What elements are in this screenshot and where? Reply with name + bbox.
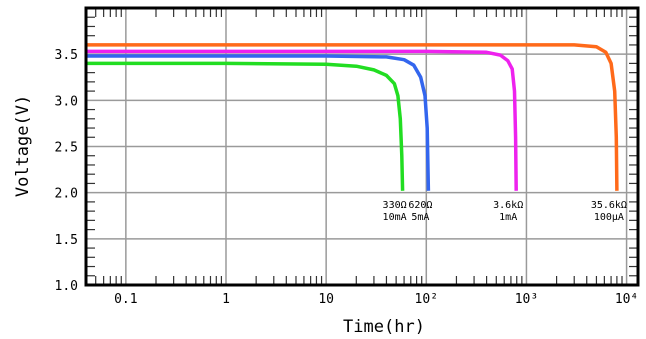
x-tick-label: 10³ [515,292,538,307]
y-tick-label: 1.0 [55,279,78,294]
series-line [86,54,431,191]
series-current-label: 1mA [499,212,517,223]
x-tick-label: 10 [318,292,334,307]
series-line [86,43,619,191]
series-line [86,61,405,191]
y-tick-label: 1.5 [55,233,78,248]
series-resistance-label: 330Ω [383,200,407,211]
plot-frame [84,6,640,287]
series-current-label: 5mA [411,212,429,223]
y-tick-label: 2.5 [55,141,78,156]
y-tick-label: 2.0 [55,187,78,202]
series-line [86,49,518,191]
series-resistance-label: 35.6kΩ [591,200,627,211]
x-axis-title: Time(hr) [343,317,425,337]
series-current-label: 10mA [383,212,407,223]
x-tick-label: 1 [222,292,230,307]
y-tick-label: 3.5 [55,48,78,63]
series-resistance-label: 3.6kΩ [493,200,523,211]
x-tick-label: 0.1 [114,292,137,307]
series-current-label: 100μA [594,212,624,223]
x-tick-label: 10² [415,292,438,307]
y-axis-title: Voltage(V) [13,95,33,197]
tick-labels: 0.1 1 10 10² 10³ 10⁴ 1.0 1.5 2.0 2.5 3.0 3.5 [55,48,639,307]
series-resistance-label: 620Ω [408,200,432,211]
series-lines [86,43,619,191]
x-tick-label: 10⁴ [615,292,638,307]
y-tick-label: 3.0 [55,94,78,109]
